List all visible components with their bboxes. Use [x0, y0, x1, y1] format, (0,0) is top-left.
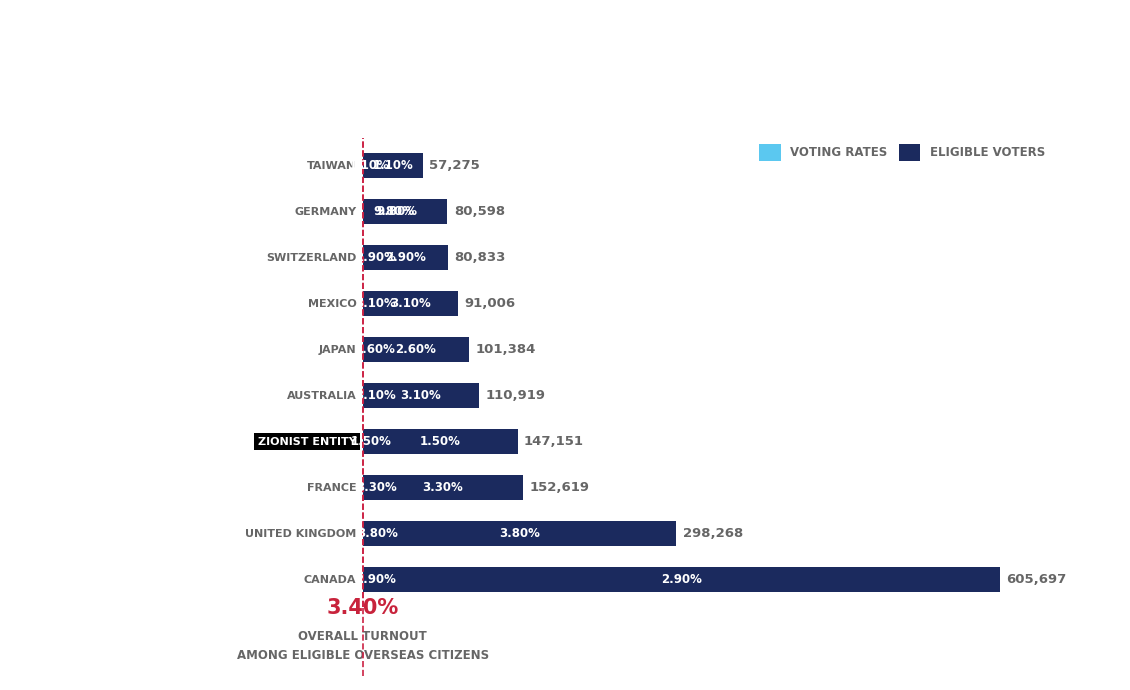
Text: CANADA: CANADA — [304, 575, 356, 584]
Text: 9.80%: 9.80% — [376, 205, 418, 218]
Bar — [363, 291, 382, 316]
Text: 3.80%: 3.80% — [357, 527, 399, 540]
Text: 3.10%: 3.10% — [401, 389, 442, 402]
Text: ESTIMATED TURNOUT AMONG OVERSEAS CITIZENS IN 2022: ESTIMATED TURNOUT AMONG OVERSEAS CITIZEN… — [105, 41, 1025, 69]
Text: 152,619: 152,619 — [530, 481, 590, 494]
Text: 80,833: 80,833 — [454, 251, 505, 264]
Bar — [363, 567, 381, 592]
Text: OVERALL TURNOUT: OVERALL TURNOUT — [298, 630, 427, 643]
Text: 3.80%: 3.80% — [499, 527, 540, 540]
Text: ZIONIST ENTITY: ZIONIST ENTITY — [258, 437, 356, 446]
Text: 2.60%: 2.60% — [354, 343, 394, 356]
Text: 3.10%: 3.10% — [356, 297, 397, 310]
Polygon shape — [1110, 14, 1130, 100]
Text: MEXICO: MEXICO — [307, 299, 356, 308]
Text: TAIWAN: TAIWAN — [307, 161, 356, 170]
Text: 110,919: 110,919 — [486, 389, 546, 402]
Text: 80,598: 80,598 — [454, 205, 505, 218]
Polygon shape — [0, 14, 20, 100]
Text: 101,384: 101,384 — [476, 343, 536, 356]
Text: 2.60%: 2.60% — [396, 343, 436, 356]
Text: 1.50%: 1.50% — [350, 435, 391, 448]
Text: 3.40%: 3.40% — [327, 598, 399, 618]
Bar — [363, 199, 425, 224]
Text: 2.90%: 2.90% — [661, 573, 702, 586]
Text: 2.90%: 2.90% — [385, 251, 426, 264]
Bar — [363, 245, 447, 270]
Text: 298,268: 298,268 — [683, 527, 744, 540]
Bar — [363, 567, 1000, 592]
Text: 9.80%: 9.80% — [373, 205, 415, 218]
Text: 91,006: 91,006 — [464, 297, 516, 310]
Text: 605,697: 605,697 — [1007, 573, 1067, 586]
Bar — [363, 475, 523, 500]
Bar — [363, 153, 370, 178]
Text: 147,151: 147,151 — [524, 435, 584, 448]
Text: AUSTRALIA: AUSTRALIA — [287, 391, 356, 401]
Text: FRANCE: FRANCE — [306, 482, 356, 493]
Bar — [363, 153, 423, 178]
Text: SWITZERLAND: SWITZERLAND — [266, 253, 356, 263]
Text: 3.10%: 3.10% — [356, 389, 397, 402]
Text: AMONG ELIGIBLE OVERSEAS CITIZENS: AMONG ELIGIBLE OVERSEAS CITIZENS — [236, 649, 489, 662]
Bar — [363, 199, 447, 224]
Bar — [363, 521, 677, 546]
Bar — [363, 383, 479, 408]
Bar — [363, 521, 386, 546]
Bar — [363, 429, 518, 454]
Text: 1.10%: 1.10% — [373, 159, 414, 172]
Bar — [363, 429, 372, 454]
Text: 1.10%: 1.10% — [349, 159, 390, 172]
Bar — [363, 475, 384, 500]
Bar — [363, 245, 381, 270]
Bar — [363, 383, 382, 408]
Bar — [363, 337, 469, 362]
Text: 2.90%: 2.90% — [355, 573, 395, 586]
Text: UNITED KINGDOM: UNITED KINGDOM — [245, 529, 356, 539]
Text: 2.90%: 2.90% — [355, 251, 395, 264]
Text: 1.50%: 1.50% — [419, 435, 461, 448]
Text: 57,275: 57,275 — [429, 159, 480, 172]
Bar — [363, 337, 380, 362]
Text: 3.10%: 3.10% — [390, 297, 431, 310]
Text: 3.30%: 3.30% — [356, 481, 397, 494]
Legend: VOTING RATES, ELIGIBLE VOTERS: VOTING RATES, ELIGIBLE VOTERS — [759, 144, 1045, 161]
Text: GERMANY: GERMANY — [294, 206, 356, 217]
Text: JAPAN: JAPAN — [319, 344, 356, 355]
Bar — [363, 291, 459, 316]
Text: 3.30%: 3.30% — [423, 481, 463, 494]
